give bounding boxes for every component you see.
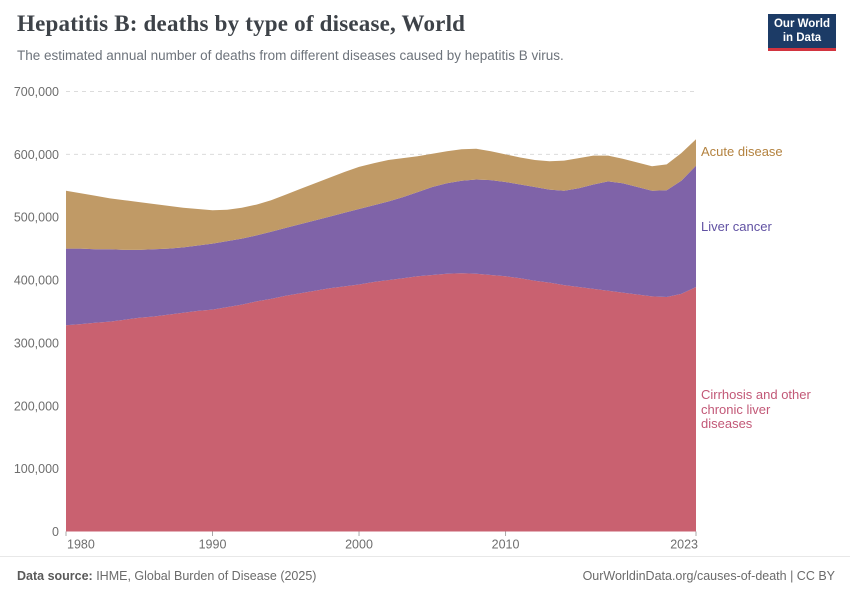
y-tick-label: 300,000 — [14, 336, 59, 350]
owid-logo: Our World in Data — [768, 14, 836, 51]
y-tick-label: 400,000 — [14, 274, 59, 288]
data-source-text: IHME, Global Burden of Disease (2025) — [92, 569, 317, 583]
chart-subtitle: The estimated annual number of deaths fr… — [17, 48, 564, 63]
x-tick-label: 2023 — [670, 538, 698, 552]
x-tick-label: 1980 — [67, 538, 95, 552]
owid-link: OurWorldinData.org/causes-of-death | CC … — [582, 569, 835, 583]
x-axis: 1980 1990 2000 2010 2023 — [65, 531, 698, 552]
footer-divider — [0, 556, 850, 557]
y-axis-labels: 0 100,000 200,000 300,000 400,000 500,000 600,… — [14, 85, 59, 539]
series-label-cirrhosis: Cirrhosis and other chronic liver diseas… — [701, 387, 811, 431]
data-source-note: Data source: IHME, Global Burden of Dise… — [17, 569, 316, 583]
page-title: Hepatitis B: deaths by type of disease, … — [17, 11, 466, 36]
y-tick-label: 200,000 — [14, 399, 59, 413]
y-tick-label: 500,000 — [14, 211, 59, 225]
owid-logo-text: Our World in Data — [768, 14, 836, 45]
series-label-liver-cancer: Liver cancer — [701, 219, 772, 234]
chart-footer: Data source: IHME, Global Burden of Dise… — [17, 569, 835, 583]
x-tick-label: 1990 — [199, 538, 227, 552]
area-cirrhosis-and-other-chro — [66, 273, 696, 532]
y-tick-label: 0 — [52, 525, 59, 539]
y-tick-label: 600,000 — [14, 148, 59, 162]
owid-logo-line2: in Data — [782, 32, 822, 44]
series-label-acute-disease: Acute disease — [701, 144, 783, 159]
y-tick-label: 700,000 — [14, 85, 59, 99]
owid-logo-red-bar — [768, 47, 836, 51]
owid-logo-line1: Our World — [773, 18, 830, 30]
y-tick-label: 100,000 — [14, 462, 59, 476]
area-acute-disease — [66, 139, 696, 250]
x-tick-label: 2000 — [345, 538, 373, 552]
x-tick-label: 2010 — [492, 538, 520, 552]
data-source-label: Data source: — [17, 569, 93, 583]
area-liver-cancer — [66, 165, 696, 326]
stacked-areas — [66, 139, 696, 532]
